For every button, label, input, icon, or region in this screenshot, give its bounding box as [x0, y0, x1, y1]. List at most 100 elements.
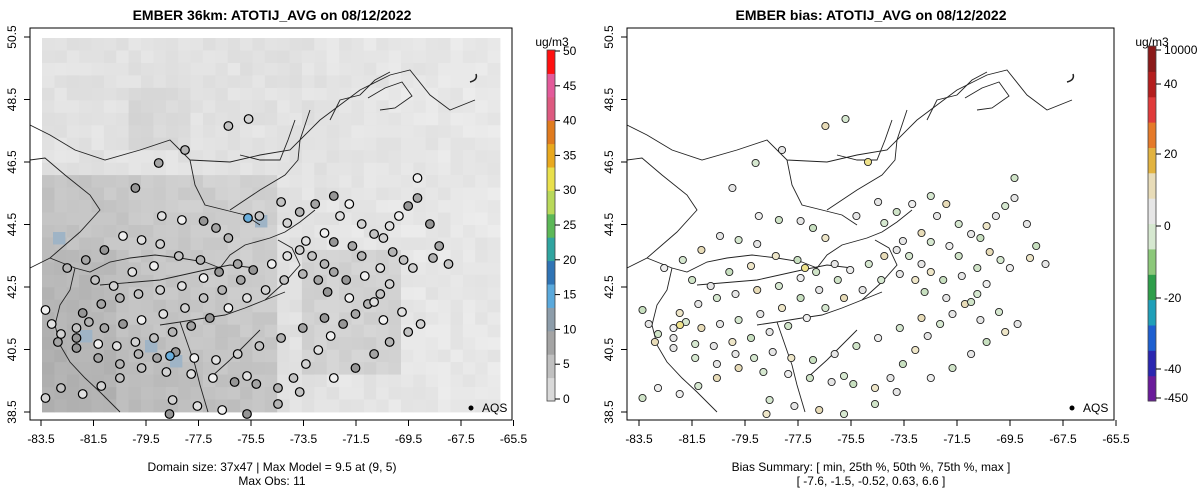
- model-cell: [475, 87, 488, 101]
- colorbar-tick-label: -40: [1164, 362, 1182, 376]
- model-cell: [339, 125, 352, 139]
- model-cell: [388, 262, 402, 276]
- model-cell: [475, 324, 488, 338]
- model-cell: [401, 374, 414, 388]
- model-cell: [462, 75, 476, 89]
- model-cell: [475, 175, 488, 188]
- model-cell: [450, 38, 464, 51]
- bias-point: [777, 145, 787, 155]
- model-cell: [438, 299, 451, 313]
- model-cell: [165, 100, 179, 114]
- model-cell: [190, 162, 204, 176]
- model-cell: [264, 112, 278, 126]
- obs-point: [211, 355, 221, 365]
- model-cell: [277, 112, 290, 126]
- obs-point: [403, 327, 414, 337]
- model-cell: [215, 374, 229, 388]
- right-title: EMBER bias: ATOTIJ_AVG on 08/12/2022: [735, 7, 1006, 23]
- model-cell: [54, 125, 68, 139]
- obs-point: [155, 239, 166, 249]
- model-cell: [252, 299, 266, 313]
- model-cell: [128, 137, 142, 151]
- bias-point: [660, 263, 669, 273]
- model-cell: [178, 225, 191, 238]
- model-cell: [363, 324, 377, 338]
- model-cell: [264, 299, 278, 313]
- model-cell: [79, 137, 92, 151]
- bias-point: [750, 353, 759, 363]
- model-cell: [277, 125, 290, 139]
- bias-point: [917, 228, 926, 238]
- model-cell: [116, 125, 130, 139]
- model-cell: [240, 312, 253, 326]
- model-cell: [141, 87, 154, 101]
- model-cell: [462, 162, 476, 176]
- model-cell: [450, 75, 464, 89]
- model-cell: [215, 62, 229, 76]
- obs-point: [378, 233, 389, 243]
- model-cell: [264, 137, 278, 151]
- boundary-line: [219, 209, 316, 269]
- model-cell: [178, 112, 191, 126]
- obs-point: [77, 308, 88, 318]
- model-cell: [53, 232, 66, 245]
- model-cell: [215, 187, 229, 201]
- model-cell: [351, 337, 365, 351]
- model-cell: [475, 399, 488, 413]
- model-cell: [388, 175, 402, 188]
- model-cell: [401, 387, 414, 400]
- model-cell: [475, 287, 488, 301]
- model-cell: [413, 349, 427, 363]
- model-cell: [79, 287, 92, 301]
- model-cell: [240, 162, 253, 176]
- model-cell: [388, 374, 402, 388]
- model-cell: [376, 299, 389, 313]
- model-cell: [314, 162, 328, 176]
- bias-point: [644, 319, 653, 329]
- model-cell: [487, 249, 501, 263]
- y-tick-label: 48.5: [5, 87, 19, 111]
- obs-point: [297, 269, 308, 279]
- model-cell: [54, 299, 68, 313]
- bias-point: [839, 293, 849, 303]
- model-cell: [215, 87, 229, 101]
- bias-point: [805, 373, 814, 383]
- model-cell: [487, 62, 501, 76]
- bias-point: [939, 275, 948, 285]
- model-cell: [178, 75, 191, 89]
- model-cell: [413, 387, 427, 400]
- model-cell: [475, 262, 488, 276]
- model-cell: [66, 38, 80, 51]
- right-caption-line2: [ -7.6, -1.5, -0.52, 0.63, 6.6 ]: [797, 474, 946, 488]
- left-legend-dot: [468, 405, 474, 411]
- model-cell: [425, 100, 439, 114]
- model-cell: [301, 212, 315, 226]
- obs-point: [71, 323, 82, 333]
- model-cell: [376, 137, 389, 151]
- model-cell: [178, 237, 191, 251]
- model-cell: [227, 362, 241, 375]
- model-cell: [277, 262, 290, 276]
- model-cell: [339, 175, 352, 188]
- model-cell: [388, 100, 402, 114]
- model-cell: [202, 299, 216, 313]
- model-cell: [401, 274, 414, 288]
- model-cell: [190, 87, 204, 101]
- obs-point: [356, 251, 367, 261]
- bias-point: [653, 383, 663, 393]
- bias-point: [691, 339, 700, 349]
- model-cell: [202, 125, 216, 139]
- model-cell: [314, 212, 328, 226]
- bias-point: [1022, 219, 1031, 229]
- model-cell: [438, 125, 451, 139]
- model-cell: [277, 237, 290, 251]
- model-cell: [425, 75, 439, 89]
- model-cell: [91, 137, 105, 151]
- bias-point: [815, 285, 824, 295]
- model-cell: [178, 187, 191, 201]
- obs-point: [111, 341, 122, 351]
- model-cell: [202, 75, 216, 89]
- model-cell: [413, 200, 427, 213]
- obs-point: [93, 339, 104, 349]
